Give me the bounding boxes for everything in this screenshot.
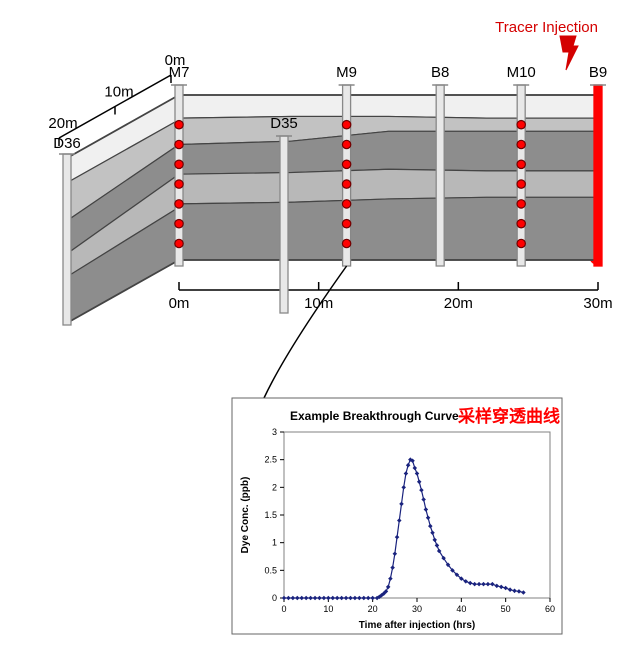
xtick: 40: [456, 604, 466, 614]
front-wall: [179, 95, 598, 260]
sample-port: [175, 239, 183, 247]
sample-port: [175, 140, 183, 148]
sample-port: [342, 140, 350, 148]
sample-port: [342, 220, 350, 228]
sample-port: [175, 160, 183, 168]
well-label: B9: [589, 64, 607, 81]
front-scale: 0m 10m 20m 30m: [169, 282, 613, 312]
front-scale-label: 20m: [444, 295, 473, 312]
ytick: 0.5: [264, 565, 277, 575]
front-scale-label: 10m: [304, 295, 333, 312]
svg-text:Tracer Injection: Tracer Injection: [495, 19, 598, 36]
sample-port: [175, 200, 183, 208]
tracer-label: Tracer Injection: [495, 19, 598, 70]
chart-title: Example Breakthrough Curve: [290, 409, 459, 423]
well-label: M9: [336, 64, 357, 81]
back-wall: [67, 95, 179, 323]
xtick: 10: [323, 604, 333, 614]
xtick: 50: [501, 604, 511, 614]
sample-port: [517, 239, 525, 247]
well-label: M7: [169, 64, 190, 81]
tracer-icon: [560, 36, 578, 70]
sample-port: [175, 220, 183, 228]
breakthrough-chart: 0 10 20 30 40 50 60 0 0.5 1 1.5 2 2.5 3 Example Breakt…: [232, 398, 562, 634]
sample-port: [175, 180, 183, 188]
sample-port: [175, 121, 183, 129]
sample-port: [517, 220, 525, 228]
ytick: 2: [272, 482, 277, 492]
sample-port: [517, 140, 525, 148]
sample-port: [517, 200, 525, 208]
well-label: D36: [53, 135, 81, 152]
sample-port: [342, 200, 350, 208]
well-label: B8: [431, 64, 449, 81]
ytick: 0: [272, 593, 277, 603]
well-label: M10: [507, 64, 536, 81]
xtick: 0: [281, 604, 286, 614]
chinese-label: 采样穿透曲线: [457, 406, 560, 426]
ytick: 1.5: [264, 510, 277, 520]
sample-port: [342, 180, 350, 188]
back-scale-label: 10m: [104, 84, 133, 101]
sample-port: [517, 180, 525, 188]
sample-port: [342, 239, 350, 247]
back-scale-label: 20m: [48, 115, 77, 132]
xtick: 20: [368, 604, 378, 614]
ytick: 1: [272, 538, 277, 548]
ylabel: Dye Conc. (ppb): [240, 477, 251, 554]
sample-port: [342, 160, 350, 168]
front-scale-label: 0m: [169, 295, 190, 312]
callout-line: [264, 266, 347, 398]
well-label: D35: [270, 115, 298, 132]
xlabel: Time after injection (hrs): [359, 620, 476, 631]
ytick: 3: [272, 427, 277, 437]
sample-port: [517, 160, 525, 168]
sample-port: [342, 121, 350, 129]
ytick: 2.5: [264, 455, 277, 465]
xtick: 30: [412, 604, 422, 614]
xtick: 60: [545, 604, 555, 614]
front-scale-label: 30m: [583, 295, 612, 312]
sample-port: [517, 121, 525, 129]
